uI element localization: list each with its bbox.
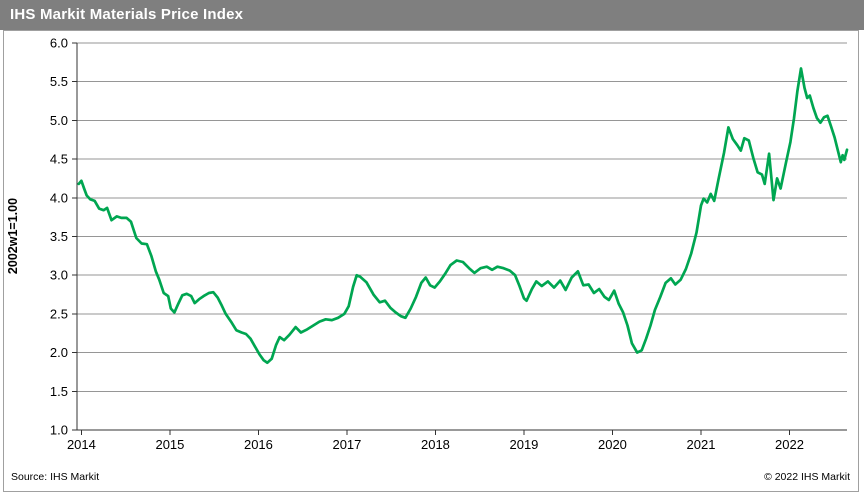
title-bar: IHS Markit Materials Price Index bbox=[0, 0, 864, 30]
x-tick-label: 2015 bbox=[155, 437, 184, 452]
y-tick-label: 5.0 bbox=[50, 113, 68, 128]
y-tick-label: 1.0 bbox=[50, 423, 68, 438]
x-tick-label: 2022 bbox=[775, 437, 804, 452]
price-index-line bbox=[77, 67, 849, 365]
y-axis-title: 2002w1=1.00 bbox=[6, 198, 20, 274]
source-note: Source: IHS Markit bbox=[11, 471, 100, 483]
y-tick-label: 3.0 bbox=[50, 268, 68, 283]
y-tick-label: 5.5 bbox=[50, 74, 68, 89]
chart-title: IHS Markit Materials Price Index bbox=[10, 6, 244, 23]
x-tick-label: 2021 bbox=[687, 437, 716, 452]
x-tick-label: 2018 bbox=[421, 437, 450, 452]
y-tick-label: 4.0 bbox=[50, 190, 68, 205]
y-axis-ticks: 1.0 1.5 2.0 2.5 3.0 3.5 4.0 4.5 5.0 5.5 6.0 bbox=[50, 36, 77, 438]
x-tick-label: 2019 bbox=[509, 437, 538, 452]
x-tick-label: 2014 bbox=[67, 437, 96, 452]
y-tick-label: 6.0 bbox=[50, 36, 68, 51]
x-axis-ticks: 2014 2015 2016 2017 2018 2019 2020 2021 2022 bbox=[67, 430, 804, 452]
y-tick-label: 2.5 bbox=[50, 306, 68, 321]
gridlines bbox=[77, 42, 847, 392]
y-tick-label: 4.5 bbox=[50, 152, 68, 167]
x-tick-label: 2020 bbox=[598, 437, 627, 452]
x-tick-label: 2017 bbox=[332, 437, 361, 452]
chart-panel: 1.0 1.5 2.0 2.5 3.0 3.5 4.0 4.5 5.0 5.5 6.0 2014 201… bbox=[3, 30, 859, 492]
y-tick-label: 3.5 bbox=[50, 229, 68, 244]
y-tick-label: 2.0 bbox=[50, 345, 68, 360]
copyright-note: © 2022 IHS Markit bbox=[764, 471, 850, 483]
x-tick-label: 2016 bbox=[244, 437, 273, 452]
y-tick-label: 1.5 bbox=[50, 384, 68, 399]
